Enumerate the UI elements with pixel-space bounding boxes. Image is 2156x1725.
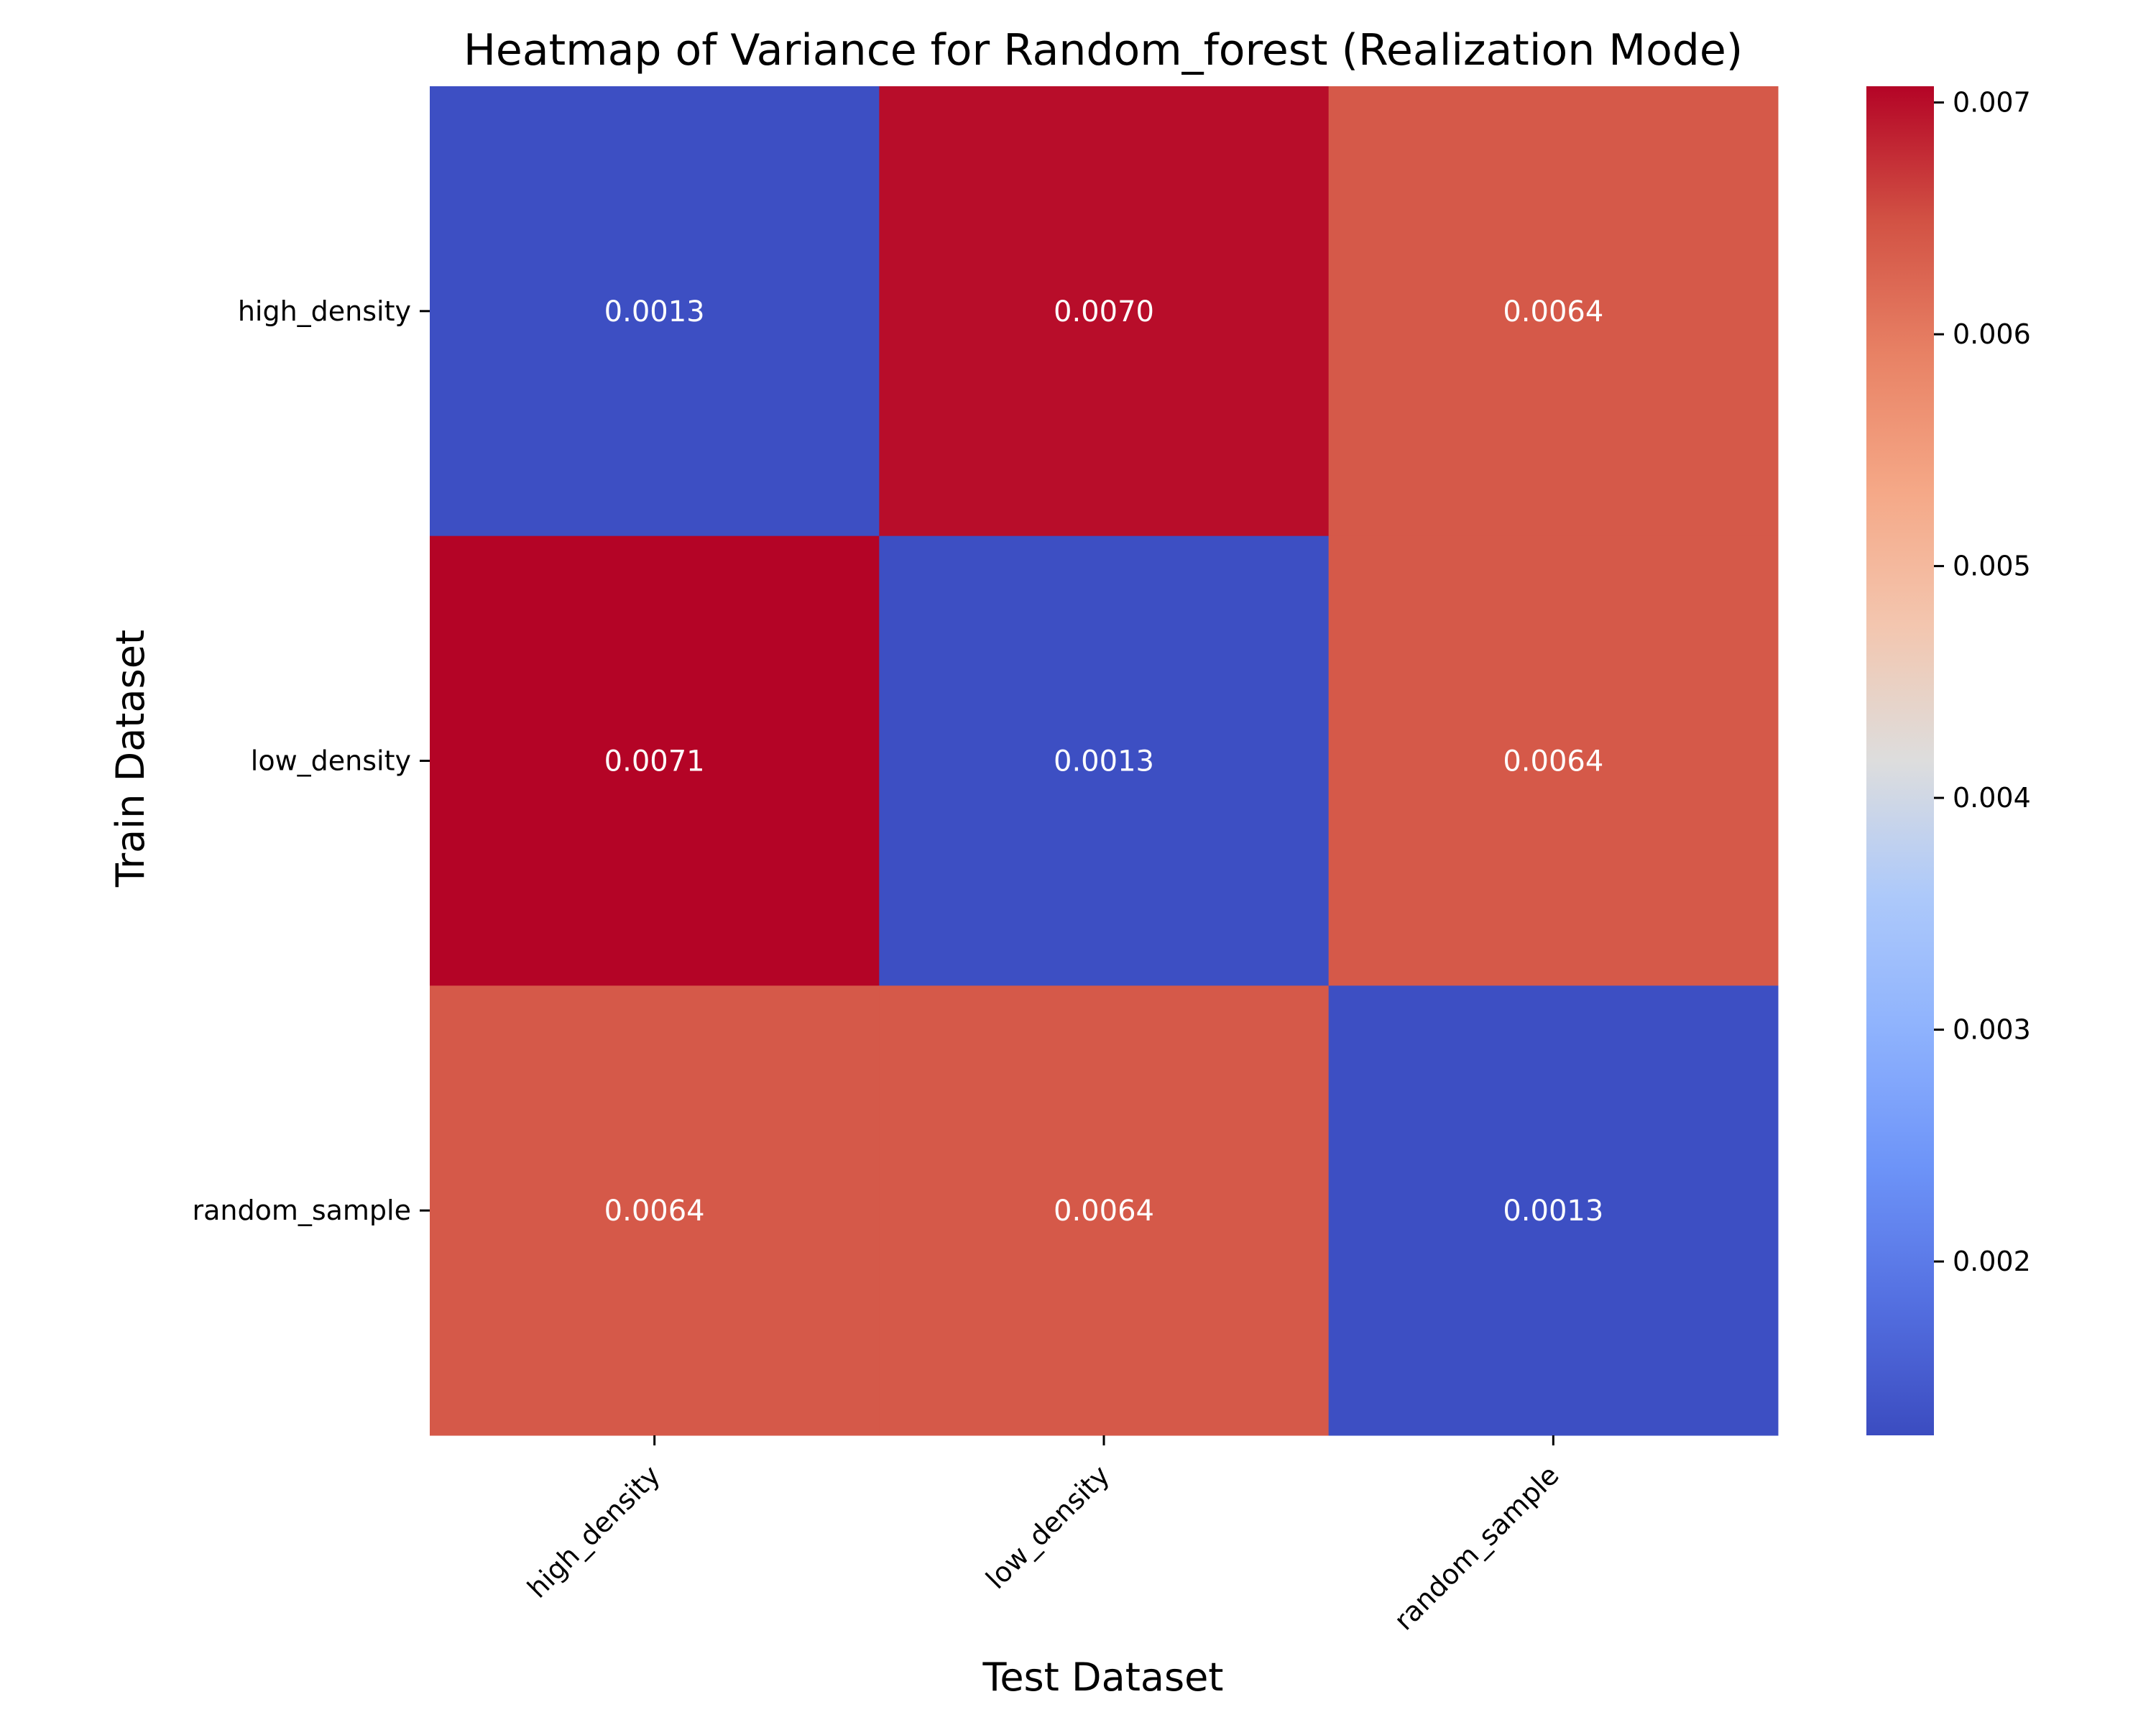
colorbar-tick-label: 0.006 xyxy=(1953,318,2031,350)
heatmap-cell xyxy=(879,535,1330,986)
y-axis: high_density low_density random_sample xyxy=(192,295,430,1226)
colorbar-tick-label: 0.007 xyxy=(1953,87,2031,119)
heatmap-cell xyxy=(430,535,880,986)
heatmap-cell xyxy=(430,985,880,1436)
x-tick-label: low_density xyxy=(980,1459,1115,1595)
heatmap-cell xyxy=(879,86,1330,537)
cell-value-label: 0.0071 xyxy=(604,745,705,778)
x-axis-label: Test Dataset xyxy=(982,1655,1224,1700)
colorbar-tick-label: 0.004 xyxy=(1953,782,2031,814)
y-tick-label: high_density xyxy=(238,295,411,327)
y-tick-label: random_sample xyxy=(192,1195,411,1226)
heatmap-cells xyxy=(430,86,1779,1436)
y-tick-label: low_density xyxy=(251,745,411,777)
cell-value-label: 0.0064 xyxy=(604,1195,705,1228)
colorbar-gradient xyxy=(1866,86,1934,1435)
heatmap-cell xyxy=(1328,535,1779,986)
colorbar-tick-label: 0.005 xyxy=(1953,551,2031,582)
heatmap-cell xyxy=(430,86,880,537)
x-tick-label: random_sample xyxy=(1388,1459,1565,1636)
cell-value-label: 0.0013 xyxy=(1503,1195,1603,1228)
cell-value-label: 0.0013 xyxy=(1054,745,1154,778)
cell-value-label: 0.0064 xyxy=(1054,1195,1154,1228)
x-axis: high_density low_density random_sample xyxy=(521,1435,1565,1637)
chart-title: Heatmap of Variance for Random_forest (R… xyxy=(464,25,1743,75)
heatmap-cell xyxy=(1328,86,1779,537)
heatmap-cell xyxy=(879,985,1330,1436)
x-tick-label: high_density xyxy=(521,1459,666,1604)
colorbar-tick-label: 0.003 xyxy=(1953,1014,2031,1046)
heatmap-cell xyxy=(1328,985,1779,1436)
cell-value-label: 0.0013 xyxy=(604,295,705,328)
cell-value-label: 0.0064 xyxy=(1503,745,1603,778)
cell-value-label: 0.0070 xyxy=(1054,295,1154,328)
colorbar: 0.002 0.003 0.004 0.005 0.006 0.007 xyxy=(1866,86,2031,1435)
cell-value-label: 0.0064 xyxy=(1503,295,1603,328)
y-axis-label: Train Dataset xyxy=(108,630,153,888)
colorbar-tick-label: 0.002 xyxy=(1953,1246,2031,1277)
heatmap-cell-labels: 0.0013 0.0070 0.0064 0.0071 0.0013 0.0064 0.00… xyxy=(604,295,1604,1228)
